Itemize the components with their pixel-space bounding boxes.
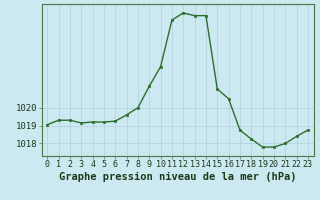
X-axis label: Graphe pression niveau de la mer (hPa): Graphe pression niveau de la mer (hPa): [59, 172, 296, 182]
